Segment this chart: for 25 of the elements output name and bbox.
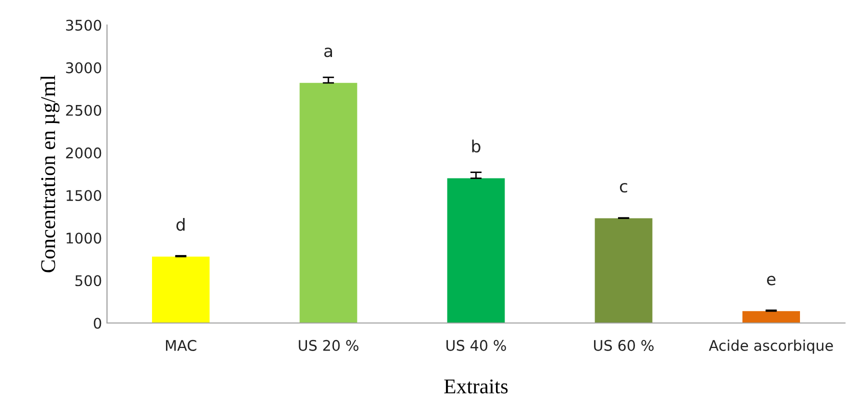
annotation: b bbox=[472, 140, 480, 153]
y-tick-label: 3000 bbox=[66, 62, 102, 74]
x-axis-title: Extraits bbox=[444, 379, 508, 394]
y-tick-label: 500 bbox=[75, 275, 102, 286]
bar bbox=[152, 256, 210, 323]
y-tick-label: 0 bbox=[94, 318, 102, 329]
y-tick-label: 3500 bbox=[66, 20, 102, 31]
bar bbox=[594, 218, 652, 323]
annotation: e bbox=[766, 276, 776, 286]
x-tick-label: MAC bbox=[166, 340, 196, 351]
bar bbox=[742, 311, 800, 323]
y-axis-title: Concentration en µg/ml bbox=[40, 75, 60, 272]
annotation: d bbox=[176, 218, 185, 231]
x-tick-label: US 40 % bbox=[446, 340, 506, 351]
y-tick-label: 1500 bbox=[66, 190, 102, 202]
y-tick-label: 2500 bbox=[66, 104, 102, 116]
x-tick-label: US 20 % bbox=[298, 340, 358, 351]
y-tick-label: 2000 bbox=[66, 147, 102, 158]
x-tick-label: Acide ascorbique bbox=[708, 340, 833, 354]
bar bbox=[447, 178, 505, 323]
annotation: a bbox=[324, 48, 332, 58]
x-tick-label: US 60 % bbox=[594, 340, 654, 351]
y-tick-label: 1000 bbox=[66, 232, 102, 244]
annotation: c bbox=[620, 182, 628, 193]
bar bbox=[300, 82, 358, 323]
